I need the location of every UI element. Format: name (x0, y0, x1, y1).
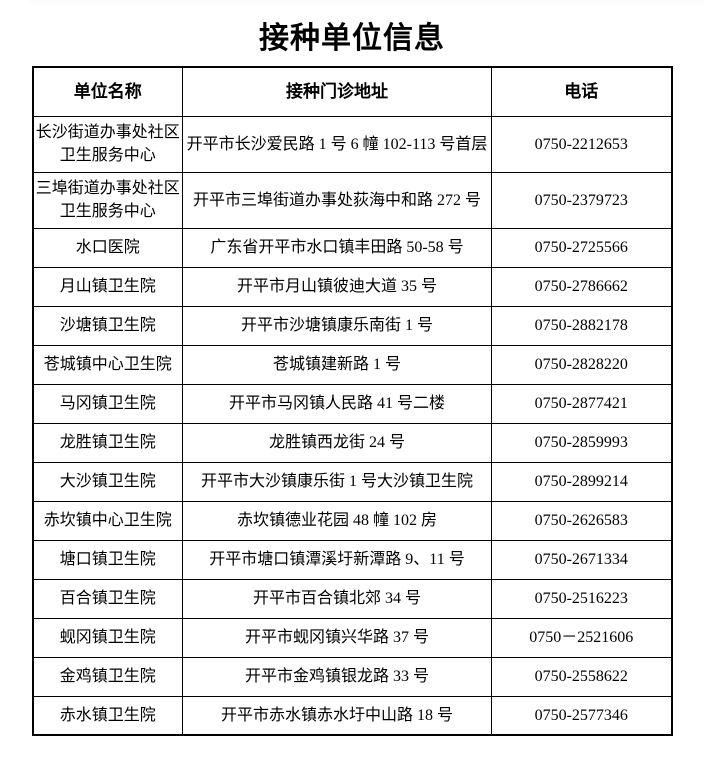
unit-name-cell: 苍城镇中心卫生院 (32, 344, 183, 385)
phone-cell: 0750-2379723 (491, 171, 672, 229)
clinic-address-cell: 开平市沙塘镇康乐南街 1 号 (182, 305, 492, 346)
phone-cell: 0750-2671334 (491, 539, 672, 580)
table-row: 三埠街道办事处社区卫生服务中心 开平市三埠街道办事处荻海中和路 272 号 0750… (32, 171, 672, 229)
clinic-address-cell: 开平市三埠街道办事处荻海中和路 272 号 (182, 171, 492, 229)
table-row: 百合镇卫生院 开平市百合镇北郊 34 号 0750-2516223 (32, 578, 672, 619)
phone-cell: 0750-2828220 (491, 344, 672, 385)
phone-cell: 0750-2899214 (491, 461, 672, 502)
units-table: 单位名称 接种门诊地址 电话 长沙街道办事处社区卫生服务中心 开平市长沙爱民路 1… (31, 66, 673, 736)
unit-name-cell: 月山镇卫生院 (32, 266, 183, 307)
phone-cell: 0750-2212653 (491, 115, 672, 173)
unit-name-cell: 金鸡镇卫生院 (32, 656, 183, 697)
table-row: 月山镇卫生院 开平市月山镇彼迪大道 35 号 0750-2786662 (32, 266, 672, 307)
clinic-address-cell: 开平市长沙爱民路 1 号 6 幢 102-113 号首层 (182, 115, 492, 173)
phone-cell: 0750-2877421 (491, 383, 672, 424)
phone-cell: 0750-2577346 (491, 695, 672, 736)
table-header-row: 单位名称 接种门诊地址 电话 (32, 66, 672, 117)
unit-name-cell: 赤坎镇中心卫生院 (32, 500, 183, 541)
clinic-address-cell: 广东省开平市水口镇丰田路 50-58 号 (182, 227, 492, 268)
table-row: 塘口镇卫生院 开平市塘口镇潭溪圩新潭路 9、11 号 0750-2671334 (32, 539, 672, 580)
phone-cell: 0750-2626583 (491, 500, 672, 541)
phone-cell: 0750-2786662 (491, 266, 672, 307)
table-row: 长沙街道办事处社区卫生服务中心 开平市长沙爱民路 1 号 6 幢 102-113 … (32, 115, 672, 173)
phone-cell: 0750-2558622 (491, 656, 672, 697)
clinic-address-cell: 开平市马冈镇人民路 41 号二楼 (182, 383, 492, 424)
phone-cell: 0750-2725566 (491, 227, 672, 268)
table-body: 长沙街道办事处社区卫生服务中心 开平市长沙爱民路 1 号 6 幢 102-113 … (32, 115, 672, 736)
unit-name-cell: 赤水镇卫生院 (32, 695, 183, 736)
top-strip (30, 0, 704, 5)
table-row: 赤坎镇中心卫生院 赤坎镇德业花园 48 幢 102 房 0750-2626583 (32, 500, 672, 541)
unit-name-cell: 水口医院 (32, 227, 183, 268)
clinic-address-cell: 苍城镇建新路 1 号 (182, 344, 492, 385)
unit-name-cell: 蚬冈镇卫生院 (32, 617, 183, 658)
clinic-address-cell: 开平市塘口镇潭溪圩新潭路 9、11 号 (182, 539, 492, 580)
phone-cell: 0750-2882178 (491, 305, 672, 346)
header-phone: 电话 (491, 66, 672, 117)
page-title: 接种单位信息 (259, 22, 445, 55)
header-unit-name: 单位名称 (32, 66, 183, 117)
table-row: 大沙镇卫生院 开平市大沙镇康乐街 1 号大沙镇卫生院 0750-2899214 (32, 461, 672, 502)
phone-cell: 0750－2521606 (491, 617, 672, 658)
header-clinic-address: 接种门诊地址 (182, 66, 492, 117)
table-row: 马冈镇卫生院 开平市马冈镇人民路 41 号二楼 0750-2877421 (32, 383, 672, 424)
table-row: 蚬冈镇卫生院 开平市蚬冈镇兴华路 37 号 0750－2521606 (32, 617, 672, 658)
unit-name-cell: 大沙镇卫生院 (32, 461, 183, 502)
unit-name-cell: 百合镇卫生院 (32, 578, 183, 619)
clinic-address-cell: 开平市大沙镇康乐街 1 号大沙镇卫生院 (182, 461, 492, 502)
clinic-address-cell: 龙胜镇西龙街 24 号 (182, 422, 492, 463)
table-row: 水口医院 广东省开平市水口镇丰田路 50-58 号 0750-2725566 (32, 227, 672, 268)
unit-name-cell: 长沙街道办事处社区卫生服务中心 (32, 115, 183, 173)
clinic-address-cell: 开平市赤水镇赤水圩中山路 18 号 (182, 695, 492, 736)
clinic-address-cell: 开平市百合镇北郊 34 号 (182, 578, 492, 619)
unit-name-cell: 龙胜镇卫生院 (32, 422, 183, 463)
phone-cell: 0750-2516223 (491, 578, 672, 619)
clinic-address-cell: 开平市月山镇彼迪大道 35 号 (182, 266, 492, 307)
unit-name-cell: 马冈镇卫生院 (32, 383, 183, 424)
unit-name-cell: 塘口镇卫生院 (32, 539, 183, 580)
table-row: 龙胜镇卫生院 龙胜镇西龙街 24 号 0750-2859993 (32, 422, 672, 463)
unit-name-cell: 沙塘镇卫生院 (32, 305, 183, 346)
table-row: 沙塘镇卫生院 开平市沙塘镇康乐南街 1 号 0750-2882178 (32, 305, 672, 346)
clinic-address-cell: 开平市蚬冈镇兴华路 37 号 (182, 617, 492, 658)
table-row: 金鸡镇卫生院 开平市金鸡镇银龙路 33 号 0750-2558622 (32, 656, 672, 697)
table-row: 苍城镇中心卫生院 苍城镇建新路 1 号 0750-2828220 (32, 344, 672, 385)
clinic-address-cell: 赤坎镇德业花园 48 幢 102 房 (182, 500, 492, 541)
table-row: 赤水镇卫生院 开平市赤水镇赤水圩中山路 18 号 0750-2577346 (32, 695, 672, 736)
unit-name-cell: 三埠街道办事处社区卫生服务中心 (32, 171, 183, 229)
clinic-address-cell: 开平市金鸡镇银龙路 33 号 (182, 656, 492, 697)
phone-cell: 0750-2859993 (491, 422, 672, 463)
